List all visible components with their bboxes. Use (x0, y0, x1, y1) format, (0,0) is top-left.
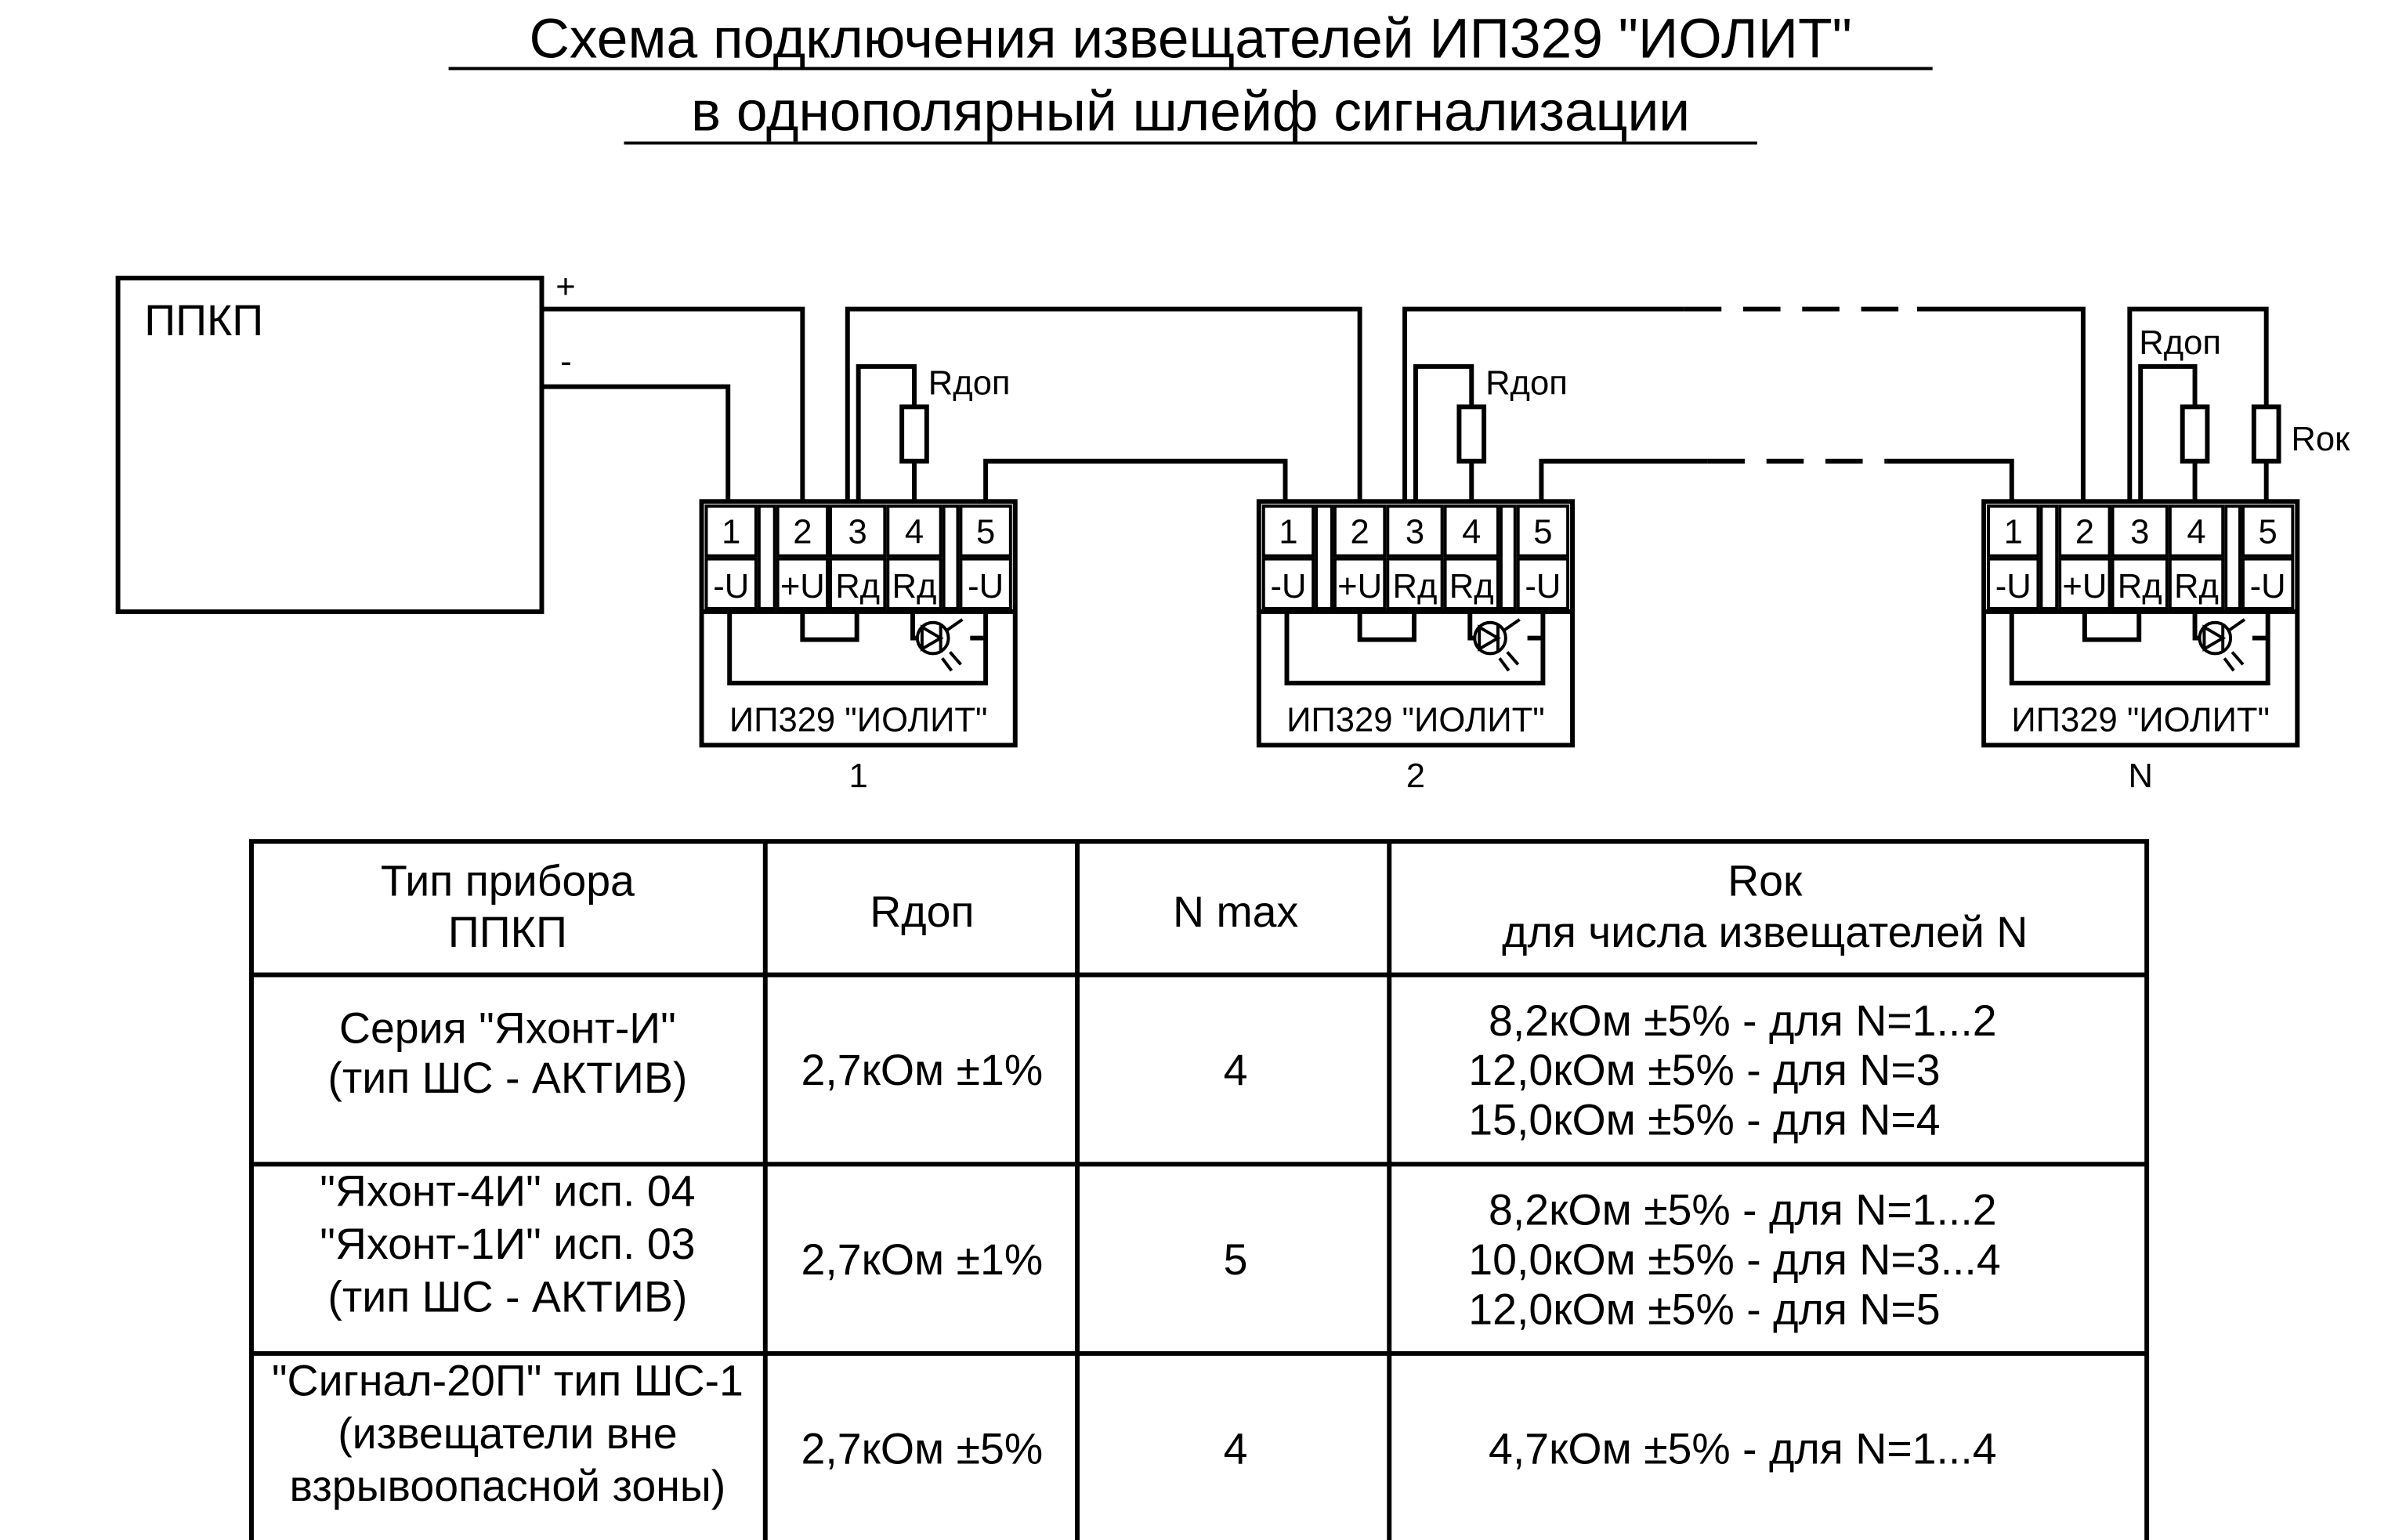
terminal-number: 4 (2187, 514, 2205, 551)
rdop-value: 2,7кОм ±1% (801, 1046, 1044, 1094)
title-line-2: в однополярный шлейф сигнализации (691, 81, 1690, 143)
terminal-label: Rд (1392, 568, 1437, 606)
table-cell-text: 10,0кОм ±5% - для N=3...4 (1468, 1235, 2000, 1284)
table-cell-text: "Яхонт-4И" исп. 04 (320, 1167, 695, 1216)
detector-model: ИП329 "ИОЛИТ" (1286, 701, 1545, 739)
nmax-value: 4 (1224, 1046, 1248, 1094)
title-line-1: Схема подключения извещателей ИП329 "ИОЛ… (529, 8, 1851, 70)
terminal-label: -U (1995, 568, 2032, 606)
table-cell-text: 12,0кОм ±5% - для N=5 (1468, 1285, 1940, 1333)
terminal-number: 4 (905, 514, 924, 551)
table-cell-text: Rдоп (870, 887, 974, 936)
table-cell-text: Тип прибора (381, 856, 635, 905)
detector-1: 1 -U 2 +U 3 Rд 4 Rд 5 -U ИП329 "ИОЛИТ" 1 Rдоп (699, 363, 1018, 795)
terminal-number: 1 (1279, 514, 1297, 551)
led-indicator-icon (915, 618, 964, 672)
rdop-value: 2,7кОм ±1% (801, 1235, 1044, 1284)
terminal-label: Rд (892, 568, 937, 606)
rdop-resistor: Rдоп (1413, 363, 1568, 502)
table-cell-text: "Сигнал-20П" тип ШС-1 (272, 1356, 744, 1404)
detector-model: ИП329 "ИОЛИТ" (729, 701, 988, 739)
terminal-number: 1 (2004, 514, 2023, 551)
table-cell-text: (извещатели вне (338, 1409, 677, 1458)
terminal-label: -U (713, 568, 749, 606)
terminal-label: +U (1337, 568, 1382, 606)
table-cell-text: N max (1173, 887, 1299, 936)
led-indicator-icon (2198, 618, 2246, 672)
terminal-label: +U (780, 568, 825, 606)
rdop-label: Rдоп (1485, 365, 1568, 403)
table-cell-text: Rок (1728, 856, 1803, 905)
rdop-value: 2,7кОм ±5% (801, 1425, 1044, 1473)
panel-plus: + (555, 269, 575, 306)
detector-index: N (2128, 757, 2152, 795)
table-cell-text: взрывоопасной зоны) (290, 1462, 726, 1510)
table-cell-text: 12,0кОм ±5% - для N=3 (1468, 1046, 1940, 1094)
terminal-label: -U (1525, 568, 1561, 606)
rdop-label: Rдоп (2139, 324, 2221, 362)
terminal-label: -U (968, 568, 1004, 606)
rok-label: Rок (2291, 421, 2350, 458)
panel-minus: - (560, 343, 572, 381)
wires: Rок (541, 306, 2350, 502)
table-cell-text: Серия "Яхонт-И" (339, 1004, 676, 1053)
rdop-resistor: Rдоп (856, 363, 1011, 502)
terminal-number: 5 (1533, 514, 1552, 551)
table-cell-text: "Яхонт-1И" исп. 03 (320, 1220, 695, 1268)
led-indicator-icon (1473, 618, 1521, 672)
table-cell-text: 8,2кОм ±5% - для N=1...2 (1489, 996, 1997, 1045)
terminal-label: +U (2062, 568, 2107, 606)
table-cell-text: ППКП (448, 908, 567, 956)
terminal-label: -U (2250, 568, 2286, 606)
terminal-number: 2 (1350, 514, 1369, 551)
detector-2: 1 -U 2 +U 3 Rд 4 Rд 5 -U ИП329 "ИОЛИТ" 2 Rдоп (1256, 363, 1576, 795)
rdop-label: Rдоп (928, 365, 1011, 403)
terminal-number: 2 (2075, 514, 2094, 551)
terminal-label: Rд (835, 568, 880, 606)
detector-index: 2 (1406, 757, 1425, 795)
table-cell-text: (тип ШС - АКТИВ) (327, 1272, 687, 1321)
terminal-label: -U (1270, 568, 1306, 606)
detector-index: 1 (849, 757, 868, 795)
terminal-number: 3 (848, 514, 867, 551)
nmax-value: 5 (1224, 1235, 1248, 1284)
terminal-number: 5 (976, 514, 995, 551)
nmax-value: 4 (1224, 1425, 1248, 1473)
terminal-number: 2 (793, 514, 812, 551)
detector-3: 1 -U 2 +U 3 Rд 4 Rд 5 -U ИП329 "ИОЛИТ" N Rдоп (1981, 324, 2300, 795)
terminal-label: Rд (2174, 568, 2219, 606)
terminal-label: Rд (2118, 568, 2162, 606)
terminal-number: 3 (2130, 514, 2149, 551)
rok-resistor (2251, 404, 2281, 464)
panel-ppkp: ППКП + - (115, 269, 576, 614)
terminal-number: 4 (1462, 514, 1481, 551)
table-cell-text: 8,2кОм ±5% - для N=1...2 (1489, 1186, 1997, 1235)
terminal-label: Rд (1449, 568, 1494, 606)
detector-model: ИП329 "ИОЛИТ" (2011, 701, 2270, 739)
table-cell-text: (тип ШС - АКТИВ) (327, 1054, 687, 1102)
terminal-number: 3 (1406, 514, 1424, 551)
terminal-number: 5 (2259, 514, 2278, 551)
table-cell-text: 15,0кОм ±5% - для N=4 (1468, 1096, 1940, 1144)
rdop-resistor: Rдоп (2138, 324, 2221, 502)
panel-label: ППКП (144, 296, 263, 345)
table-cell-text: для числа извещателей N (1502, 908, 2028, 956)
table-cell-text: 4,7кОм ±5% - для N=1...4 (1489, 1425, 1997, 1473)
terminal-number: 1 (722, 514, 740, 551)
